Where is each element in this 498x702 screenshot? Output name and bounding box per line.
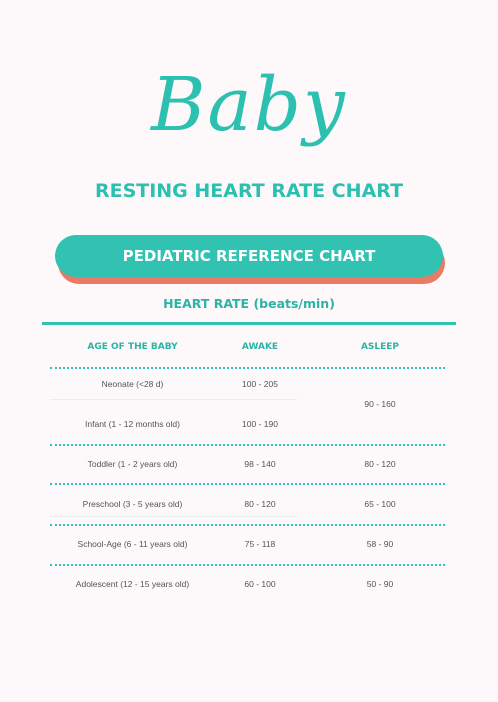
row-asleep-preschool: 65 - 100 [364, 499, 396, 509]
row-thin-divider [50, 399, 225, 400]
row-age-preschool: Preschool (3 - 5 years old) [82, 499, 183, 509]
row-divider [50, 444, 445, 446]
table-top-rule [42, 322, 456, 325]
table-caption: HEART RATE (beats/min) [163, 296, 335, 311]
row-awake-school-age: 75 - 118 [244, 539, 276, 549]
row-age-adolescent: Adolescent (12 - 15 years old) [75, 579, 190, 589]
row-divider [50, 564, 445, 566]
row-age-school-age: School-Age (6 - 11 years old) [77, 539, 188, 549]
page-title: RESTING HEART RATE CHART [94, 180, 404, 202]
row-age-neonate: Neonate (<28 d) [101, 379, 164, 389]
row-thin-divider [225, 516, 297, 517]
row-age-infant: Infant (1 - 12 months old) [85, 419, 180, 429]
row-thin-divider [50, 516, 225, 517]
banner-label: PEDIATRIC REFERENCE CHART [122, 247, 376, 265]
row-divider [50, 483, 445, 485]
row-thin-divider [225, 399, 297, 400]
column-header-age: AGE OF THE BABY [87, 342, 178, 352]
row-awake-preschool: 80 - 120 [244, 499, 276, 509]
row-awake-infant: 100 - 190 [242, 419, 278, 429]
row-divider [50, 367, 445, 369]
row-asleep-neonate-infant: 90 - 160 [364, 399, 396, 409]
row-divider [50, 524, 445, 526]
row-awake-neonate: 100 - 205 [242, 379, 278, 389]
row-asleep-toddler: 80 - 120 [364, 459, 396, 469]
row-asleep-school-age: 58 - 90 [366, 539, 394, 549]
row-asleep-adolescent: 50 - 90 [366, 579, 394, 589]
column-header-asleep: ASLEEP [360, 342, 400, 352]
row-awake-adolescent: 60 - 100 [244, 579, 276, 589]
column-header-awake: AWAKE [241, 342, 279, 352]
row-awake-toddler: 98 - 140 [244, 459, 276, 469]
row-age-toddler: Toddler (1 - 2 years old) [87, 459, 178, 469]
script-title: Baby [151, 62, 347, 148]
reference-banner: PEDIATRIC REFERENCE CHART [55, 235, 443, 277]
